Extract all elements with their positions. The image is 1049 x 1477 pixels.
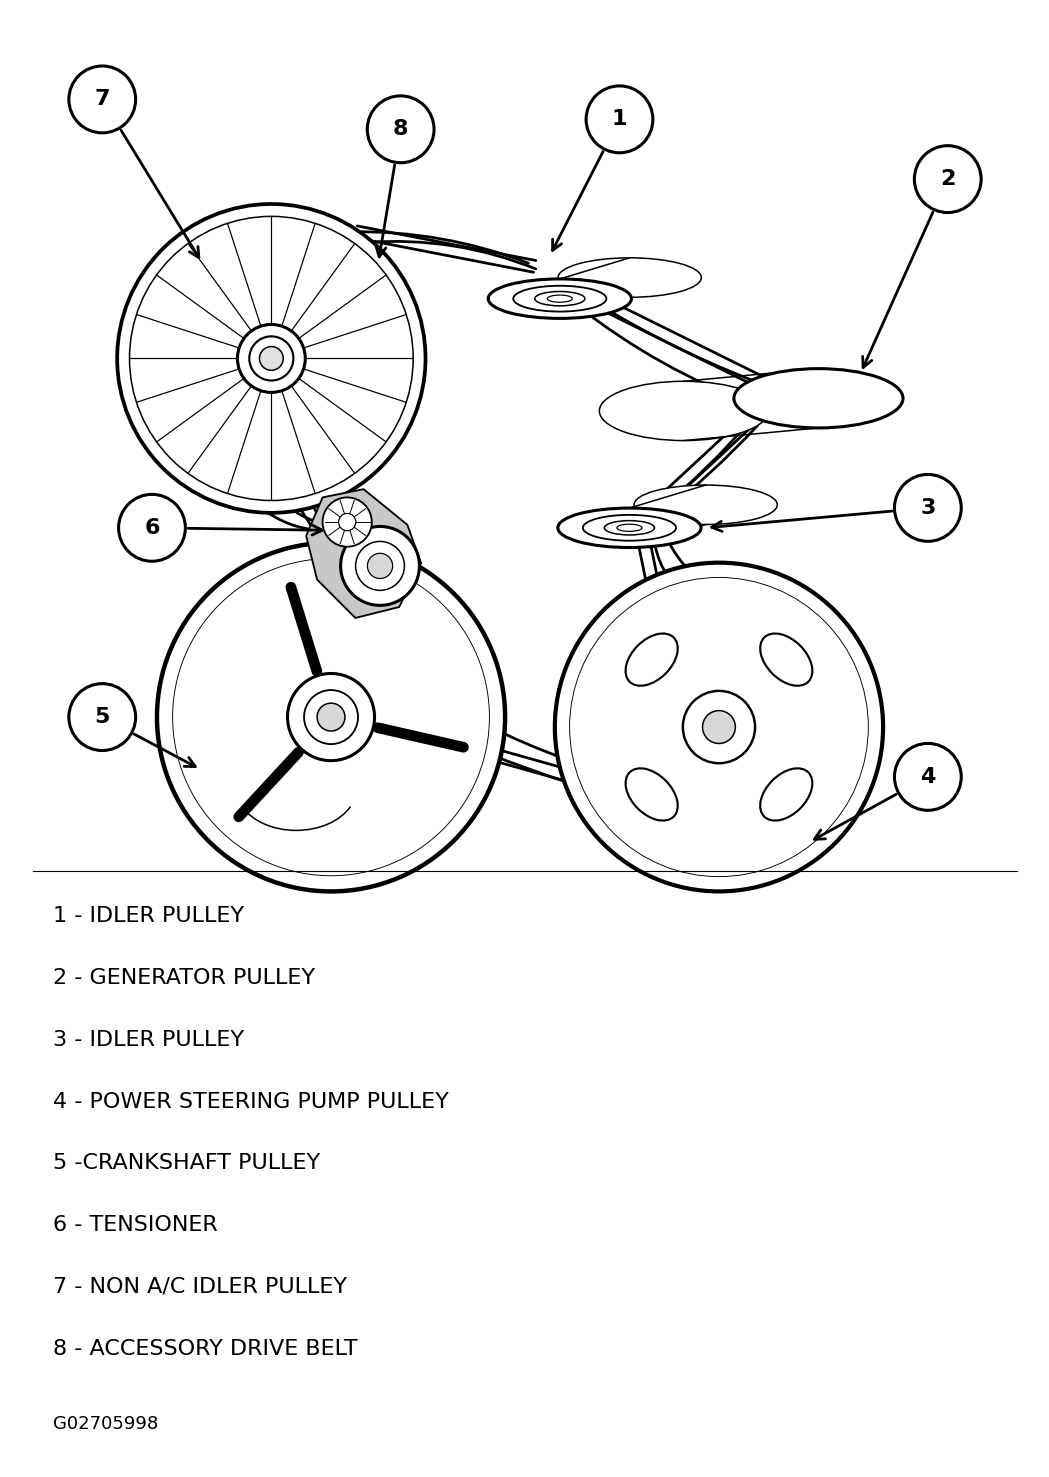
Circle shape [304, 690, 358, 744]
Text: 4: 4 [920, 767, 936, 787]
Ellipse shape [513, 285, 606, 312]
Circle shape [173, 558, 490, 876]
Ellipse shape [558, 508, 701, 548]
Circle shape [555, 563, 883, 892]
Ellipse shape [634, 484, 777, 524]
Circle shape [69, 684, 135, 750]
Text: 8: 8 [393, 120, 408, 139]
Circle shape [117, 204, 426, 513]
Circle shape [323, 498, 371, 546]
Text: 7 - NON A/C IDLER PULLEY: 7 - NON A/C IDLER PULLEY [52, 1278, 346, 1297]
Text: 6: 6 [144, 518, 159, 538]
Ellipse shape [761, 634, 812, 685]
Text: 2: 2 [940, 168, 956, 189]
Circle shape [69, 66, 135, 133]
Circle shape [586, 86, 652, 152]
Ellipse shape [625, 634, 678, 685]
Circle shape [915, 146, 981, 213]
Ellipse shape [604, 520, 655, 535]
Text: 7: 7 [94, 90, 110, 109]
Text: 3: 3 [920, 498, 936, 518]
Circle shape [895, 743, 961, 811]
Circle shape [367, 554, 392, 579]
Text: 3 - IDLER PULLEY: 3 - IDLER PULLEY [52, 1029, 243, 1050]
Circle shape [237, 325, 305, 393]
Ellipse shape [583, 515, 676, 541]
Circle shape [356, 542, 405, 591]
Circle shape [339, 514, 356, 530]
Circle shape [895, 474, 961, 541]
Circle shape [157, 542, 506, 892]
Polygon shape [306, 489, 421, 617]
Ellipse shape [488, 279, 631, 319]
Text: 5: 5 [94, 707, 110, 727]
Text: 2 - GENERATOR PULLEY: 2 - GENERATOR PULLEY [52, 967, 315, 988]
Ellipse shape [548, 295, 573, 303]
Ellipse shape [599, 381, 769, 440]
Circle shape [119, 495, 186, 561]
Circle shape [250, 337, 294, 381]
Text: 1: 1 [612, 109, 627, 130]
Ellipse shape [734, 369, 903, 428]
Text: 5 -CRANKSHAFT PULLEY: 5 -CRANKSHAFT PULLEY [52, 1154, 320, 1173]
Circle shape [570, 578, 869, 877]
Circle shape [683, 691, 755, 764]
Circle shape [341, 526, 420, 606]
Text: 8 - ACCESSORY DRIVE BELT: 8 - ACCESSORY DRIVE BELT [52, 1338, 357, 1359]
Text: 1 - IDLER PULLEY: 1 - IDLER PULLEY [52, 907, 243, 926]
Circle shape [367, 96, 434, 162]
Ellipse shape [761, 768, 812, 821]
Ellipse shape [558, 258, 702, 297]
Circle shape [703, 710, 735, 743]
Circle shape [259, 347, 283, 371]
Text: 6 - TENSIONER: 6 - TENSIONER [52, 1216, 217, 1235]
Circle shape [317, 703, 345, 731]
Text: 4 - POWER STEERING PUMP PULLEY: 4 - POWER STEERING PUMP PULLEY [52, 1092, 448, 1112]
Circle shape [287, 674, 374, 761]
Text: G02705998: G02705998 [52, 1415, 157, 1434]
Ellipse shape [625, 768, 678, 821]
Ellipse shape [617, 524, 642, 532]
Ellipse shape [535, 291, 585, 306]
